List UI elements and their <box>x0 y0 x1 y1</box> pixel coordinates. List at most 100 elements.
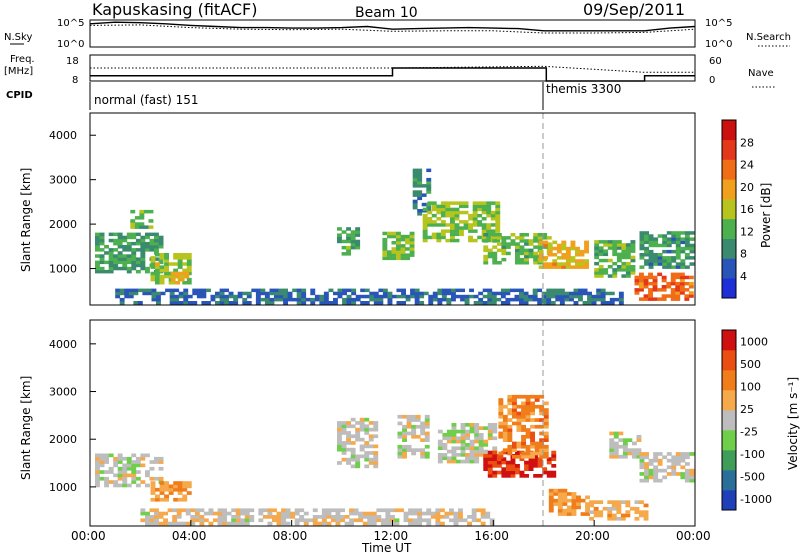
heatmap-cell <box>177 262 183 266</box>
heatmap-cell <box>675 256 681 260</box>
heatmap-cell <box>346 441 351 445</box>
colorbar-swatch <box>722 390 736 411</box>
heatmap-cell <box>376 508 382 513</box>
heatmap-cell <box>437 439 443 444</box>
heatmap-cell <box>653 478 659 483</box>
heatmap-cell <box>95 263 100 268</box>
heatmap-cell <box>168 281 174 285</box>
heatmap-cell <box>186 491 192 495</box>
heatmap-cell <box>458 515 463 519</box>
heatmap-cell <box>534 404 540 409</box>
heatmap-cell <box>186 271 192 276</box>
heatmap-cell <box>436 217 442 221</box>
heatmap-cell <box>639 285 644 289</box>
heatmap-cell <box>140 260 146 265</box>
heatmap-cell <box>122 470 128 474</box>
heatmap-cell <box>611 503 617 508</box>
heatmap-cell <box>145 473 150 478</box>
heatmap-cell <box>158 260 164 265</box>
heatmap-cell <box>553 488 559 493</box>
heatmap-cell <box>422 232 428 237</box>
heatmap-cell <box>492 233 498 237</box>
heatmap-cell <box>135 476 141 481</box>
heatmap-cell <box>675 275 681 280</box>
heatmap-cell <box>264 294 270 299</box>
heatmap-cell <box>459 232 464 237</box>
heatmap-cell <box>657 262 663 266</box>
heatmap-cell <box>192 301 198 305</box>
heatmap-cell <box>473 301 479 305</box>
colorbar-tick-label: 1000 <box>740 335 768 348</box>
heatmap-cell <box>689 468 695 473</box>
heatmap-cell <box>543 424 549 429</box>
heatmap-cell <box>459 229 464 233</box>
heatmap-cell <box>611 513 617 518</box>
heatmap-cell <box>346 236 351 241</box>
colorbar-swatch <box>722 370 736 391</box>
heatmap-cell <box>145 453 150 458</box>
heatmap-cell <box>634 275 640 280</box>
heatmap-cell <box>168 487 174 492</box>
heatmap-cell <box>406 418 412 422</box>
heatmap-cell <box>451 291 456 296</box>
heatmap-cell <box>666 285 672 289</box>
heatmap-cell <box>487 470 493 475</box>
heatmap-cell <box>533 236 539 240</box>
velocity-colorbar-label: Velocity [m s⁻¹] <box>786 377 800 470</box>
heatmap-cell <box>639 462 645 466</box>
heatmap-cell <box>224 297 229 302</box>
heatmap-cell <box>113 257 119 261</box>
heatmap-cell <box>440 204 446 209</box>
heatmap-cell <box>680 231 686 235</box>
heatmap-cell <box>548 498 554 503</box>
heatmap-cell <box>373 427 379 432</box>
heatmap-cell <box>444 511 450 516</box>
heatmap-cell <box>269 297 275 302</box>
heatmap-cell <box>319 301 325 305</box>
heatmap-cell <box>391 256 397 261</box>
heatmap-cell <box>528 294 533 299</box>
heatmap-cell <box>523 291 529 296</box>
heatmap-cell <box>99 463 105 468</box>
heatmap-cell <box>552 246 558 251</box>
beam-title: Beam 10 <box>355 5 418 21</box>
heatmap-cell <box>246 301 252 305</box>
heatmap-cell <box>135 248 141 252</box>
heatmap-cell <box>337 291 343 296</box>
heatmap-cell <box>483 443 489 447</box>
heatmap-cell <box>507 434 513 439</box>
heatmap-cell <box>423 291 429 296</box>
heatmap-cell <box>666 472 672 476</box>
heatmap-cell <box>440 235 446 240</box>
heatmap-cell <box>684 455 690 460</box>
heatmap-cell <box>521 424 526 429</box>
heatmap-cell <box>666 231 672 235</box>
heatmap-cell <box>480 508 486 513</box>
heatmap-cell <box>412 199 418 204</box>
heatmap-cell <box>431 213 437 218</box>
heatmap-cell <box>159 277 165 282</box>
heatmap-cell <box>281 511 286 516</box>
heatmap-cell <box>639 243 645 248</box>
heatmap-cell <box>117 232 123 237</box>
heatmap-cell <box>382 294 388 299</box>
heatmap-cell <box>299 515 305 519</box>
heatmap-cell <box>483 261 489 265</box>
heatmap-cell <box>140 511 146 516</box>
heatmap-cell <box>140 241 146 246</box>
heatmap-cell <box>428 297 434 302</box>
heatmap-cell <box>203 518 209 523</box>
heatmap-cell <box>337 239 342 244</box>
heatmap-cell <box>373 424 379 429</box>
heatmap-cell <box>287 291 293 296</box>
heatmap-cell <box>594 243 600 247</box>
heatmap-cell <box>594 252 600 257</box>
heatmap-cell <box>501 239 507 243</box>
heatmap-cell <box>553 498 559 503</box>
heatmap-cell <box>644 234 649 238</box>
heatmap-cell <box>675 249 681 254</box>
heatmap-cell <box>131 266 137 271</box>
heatmap-cell <box>368 427 374 432</box>
